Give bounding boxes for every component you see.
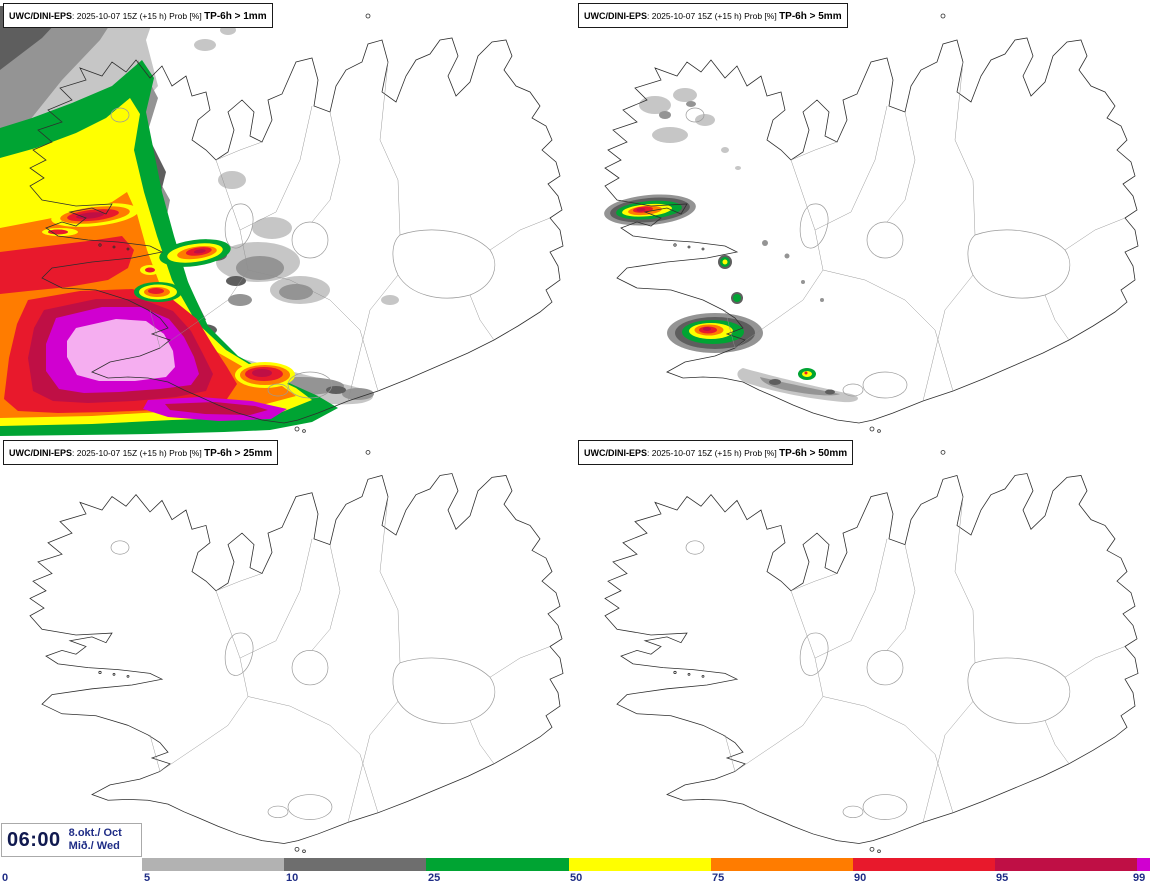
maps-grid: UWC/DINI-EPS: 2025-10-07 15Z (+15 h) Pro… [0, 0, 1150, 857]
iceland-map [29, 450, 564, 853]
legend-tick: 5 [144, 872, 151, 884]
panel-title: UWC/DINI-EPS: 2025-10-07 15Z (+15 h) Pro… [3, 3, 273, 28]
legend-segment [710, 858, 853, 871]
legend-ticks: 0 5 10 25 50 75 90 95 99 [0, 872, 1150, 888]
legend-tick: 25 [428, 872, 441, 884]
iceland-map [604, 13, 1139, 433]
clock-day: Mið./ Wed [68, 840, 120, 852]
legend-tick: 95 [996, 872, 1009, 884]
legend-tick: 50 [570, 872, 583, 884]
panel-title: UWC/DINI-EPS: 2025-10-07 15Z (+15 h) Pro… [578, 3, 848, 28]
legend-segment [852, 858, 995, 871]
legend-segment [994, 858, 1137, 871]
clock-box: 06:00 8.okt./ Oct Mið./ Wed [1, 823, 142, 857]
run-info: : 2025-10-07 15Z (+15 h) Prob [%] [72, 448, 205, 458]
run-info: : 2025-10-07 15Z (+15 h) Prob [%] [72, 11, 205, 21]
iceland-map [604, 450, 1139, 853]
clock-time: 06:00 [7, 828, 61, 851]
run-info: : 2025-10-07 15Z (+15 h) Prob [%] [647, 448, 780, 458]
threshold-label: TP-6h > 25mm [204, 448, 273, 459]
legend-tick: 99 [1133, 872, 1146, 884]
map-panel-25mm: UWC/DINI-EPS: 2025-10-07 15Z (+15 h) Pro… [0, 437, 575, 857]
threshold-label: TP-6h > 1mm [204, 11, 267, 22]
model-name: UWC/DINI-EPS [9, 11, 72, 21]
run-info: : 2025-10-07 15Z (+15 h) Prob [%] [647, 11, 780, 21]
iceland-map [0, 6, 564, 436]
legend-segment [426, 858, 569, 871]
model-name: UWC/DINI-EPS [9, 448, 72, 458]
model-name: UWC/DINI-EPS [584, 11, 647, 21]
legend-tick: 90 [854, 872, 867, 884]
map-panel-50mm: UWC/DINI-EPS: 2025-10-07 15Z (+15 h) Pro… [575, 437, 1150, 857]
map-panel-1mm: UWC/DINI-EPS: 2025-10-07 15Z (+15 h) Pro… [0, 0, 575, 437]
legend-tick: 0 [2, 872, 9, 884]
clock-dates: 8.okt./ Oct Mið./ Wed [69, 827, 122, 852]
legend-segment [284, 858, 427, 871]
legend-segment [142, 858, 285, 871]
threshold-label: TP-6h > 50mm [779, 448, 848, 459]
legend-tick: 10 [286, 872, 299, 884]
model-name: UWC/DINI-EPS [584, 448, 647, 458]
legend-segment [1137, 858, 1150, 871]
legend-tick: 75 [712, 872, 725, 884]
panel-title: UWC/DINI-EPS: 2025-10-07 15Z (+15 h) Pro… [578, 440, 854, 465]
legend-segment [0, 858, 143, 871]
map-panel-5mm: UWC/DINI-EPS: 2025-10-07 15Z (+15 h) Pro… [575, 0, 1150, 437]
clock-date: 8.okt./ Oct [68, 827, 122, 840]
legend-segment [568, 858, 711, 871]
legend-colorbar [0, 858, 1150, 871]
panel-title: UWC/DINI-EPS: 2025-10-07 15Z (+15 h) Pro… [3, 440, 279, 465]
threshold-label: TP-6h > 5mm [779, 11, 842, 22]
probability-field-overlay [604, 88, 858, 403]
probability-field-overlay [0, 6, 399, 436]
